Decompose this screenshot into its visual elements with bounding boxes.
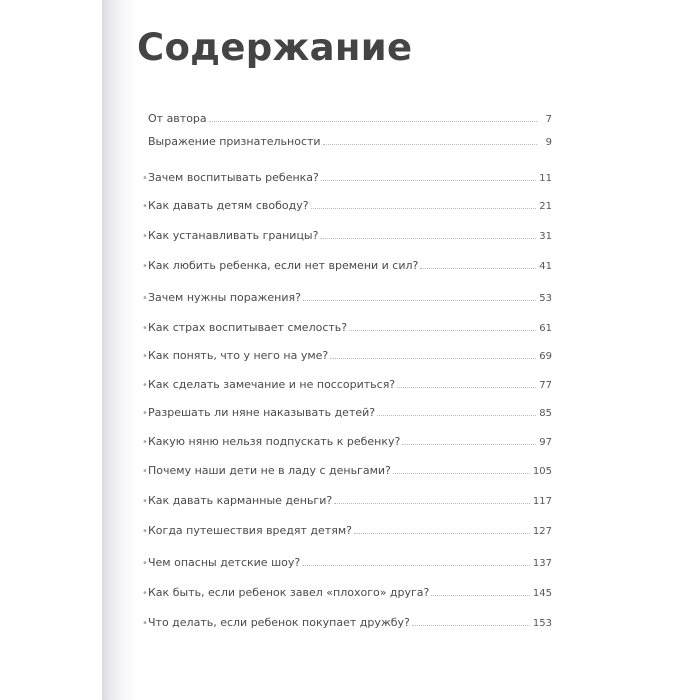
toc-entry-label: От автора bbox=[148, 112, 207, 125]
dot-leader bbox=[320, 238, 537, 239]
dot-leader bbox=[208, 121, 537, 122]
toc-entry[interactable]: • Как давать карманные деньги? 117 bbox=[132, 491, 552, 507]
dot-leader bbox=[431, 595, 530, 596]
dot-leader bbox=[310, 208, 537, 209]
toc-entry[interactable]: • Что делать, если ребенок покупает дружб… bbox=[132, 613, 552, 629]
toc-entry-page: 61 bbox=[539, 323, 552, 334]
toc-entry-page: 105 bbox=[532, 466, 552, 477]
toc-entry-label: Как сделать замечание и не поссориться? bbox=[148, 378, 396, 391]
dot-leader bbox=[349, 330, 537, 331]
bullet-icon: • bbox=[142, 558, 148, 569]
toc-entry-page: 137 bbox=[532, 558, 552, 569]
toc-entry[interactable]: • Как сделать замечание и не поссориться?… bbox=[132, 375, 552, 391]
toc-entry[interactable]: • Как быть, если ребенок завел «плохого» … bbox=[132, 583, 552, 599]
toc-entry-page: 127 bbox=[532, 526, 552, 537]
book-page bbox=[102, 0, 598, 700]
toc-entry-label: Как устанавливать границы? bbox=[148, 229, 319, 242]
bullet-icon: • bbox=[142, 496, 148, 507]
toc-entry[interactable]: • Чем опасны детские шоу? 137 bbox=[132, 553, 552, 569]
bullet-icon: • bbox=[142, 173, 148, 184]
toc-entry-label: Разрешать ли няне наказывать детей? bbox=[148, 406, 376, 419]
toc-entry[interactable]: От автора 7 bbox=[132, 109, 552, 125]
dot-leader bbox=[420, 268, 537, 269]
toc-entry[interactable]: • Разрешать ли няне наказывать детей? 85 bbox=[132, 403, 552, 419]
toc-entry[interactable]: • Зачем нужны поражения? 53 bbox=[132, 288, 552, 304]
dot-leader bbox=[322, 144, 537, 145]
dot-leader bbox=[302, 300, 537, 301]
dot-leader bbox=[392, 473, 530, 474]
toc-entry-label: Зачем нужны поражения? bbox=[148, 291, 301, 304]
dot-leader bbox=[334, 503, 530, 504]
bullet-icon: • bbox=[142, 293, 148, 304]
dot-leader bbox=[377, 415, 537, 416]
bullet-icon: • bbox=[142, 261, 148, 272]
toc-entry-page: 145 bbox=[532, 588, 552, 599]
toc-entry[interactable]: • Зачем воспитывать ребенка? 11 bbox=[132, 168, 552, 184]
toc-entry-page: 77 bbox=[539, 380, 552, 391]
toc-entry-label: Как любить ребенка, если нет времени и с… bbox=[148, 259, 419, 272]
toc-entry-label: Как давать карманные деньги? bbox=[148, 494, 333, 507]
dot-leader bbox=[330, 358, 537, 359]
dot-leader bbox=[353, 533, 530, 534]
toc-entry[interactable]: • Почему наши дети не в ладу с деньгами? 1… bbox=[132, 461, 552, 477]
bullet-icon: • bbox=[142, 380, 148, 391]
toc-entry-page: 31 bbox=[539, 231, 552, 242]
toc-entry[interactable]: Выражение признательности 9 bbox=[132, 132, 552, 148]
toc-entry[interactable]: • Как понять, что у него на уме? 69 bbox=[132, 346, 552, 362]
toc-entry-label: Как быть, если ребенок завел «плохого» д… bbox=[148, 586, 430, 599]
toc-entry-page: 41 bbox=[539, 261, 552, 272]
toc-entry[interactable]: • Когда путешествия вредят детям? 127 bbox=[132, 521, 552, 537]
toc-entry[interactable]: • Как давать детям свободу? 21 bbox=[132, 196, 552, 212]
bullet-icon: • bbox=[142, 408, 148, 419]
page-title: Содержание bbox=[137, 26, 413, 69]
bullet-icon: • bbox=[142, 526, 148, 537]
bullet-icon: • bbox=[142, 437, 148, 448]
toc-entry-label: Когда путешествия вредят детям? bbox=[148, 524, 352, 537]
toc-entry[interactable]: • Как страх воспитывает смелость? 61 bbox=[132, 318, 552, 334]
toc-entry-label: Чем опасны детские шоу? bbox=[148, 556, 301, 569]
bullet-icon: • bbox=[142, 201, 148, 212]
dot-leader bbox=[302, 565, 530, 566]
toc-entry[interactable]: • Какую няню нельзя подпускать к ребенку?… bbox=[132, 432, 552, 448]
toc-entry-label: Какую няню нельзя подпускать к ребенку? bbox=[148, 435, 401, 448]
toc-entry-label: Как давать детям свободу? bbox=[148, 199, 309, 212]
toc-entry-page: 69 bbox=[539, 351, 552, 362]
toc-entry-page: 7 bbox=[545, 114, 552, 125]
toc-entry-label: Почему наши дети не в ладу с деньгами? bbox=[148, 464, 391, 477]
dot-leader bbox=[402, 444, 537, 445]
toc-entry-label: Зачем воспитывать ребенка? bbox=[148, 171, 319, 184]
toc-entry-label: Как понять, что у него на уме? bbox=[148, 349, 329, 362]
toc-entry-page: 21 bbox=[539, 201, 552, 212]
bullet-icon: • bbox=[142, 231, 148, 242]
dot-leader bbox=[397, 387, 537, 388]
toc-entry[interactable]: • Как любить ребенка, если нет времени и … bbox=[132, 256, 552, 272]
dot-leader bbox=[411, 625, 530, 626]
toc-entry-page: 153 bbox=[532, 618, 552, 629]
bullet-icon: • bbox=[142, 618, 148, 629]
toc-entry-page: 9 bbox=[545, 137, 552, 148]
bullet-icon: • bbox=[142, 466, 148, 477]
dot-leader bbox=[320, 180, 537, 181]
bullet-icon: • bbox=[142, 351, 148, 362]
bullet-icon: • bbox=[142, 588, 148, 599]
toc-entry-label: Что делать, если ребенок покупает дружбу… bbox=[148, 616, 410, 629]
toc-entry-label: Выражение признательности bbox=[148, 135, 321, 148]
toc-entry-page: 117 bbox=[532, 496, 552, 507]
toc-entry-page: 97 bbox=[539, 437, 552, 448]
toc-entry[interactable]: • Как устанавливать границы? 31 bbox=[132, 226, 552, 242]
toc-entry-page: 53 bbox=[539, 293, 552, 304]
toc-entry-label: Как страх воспитывает смелость? bbox=[148, 321, 348, 334]
toc-entry-page: 85 bbox=[539, 408, 552, 419]
toc-entry-page: 11 bbox=[539, 173, 552, 184]
bullet-icon: • bbox=[142, 323, 148, 334]
